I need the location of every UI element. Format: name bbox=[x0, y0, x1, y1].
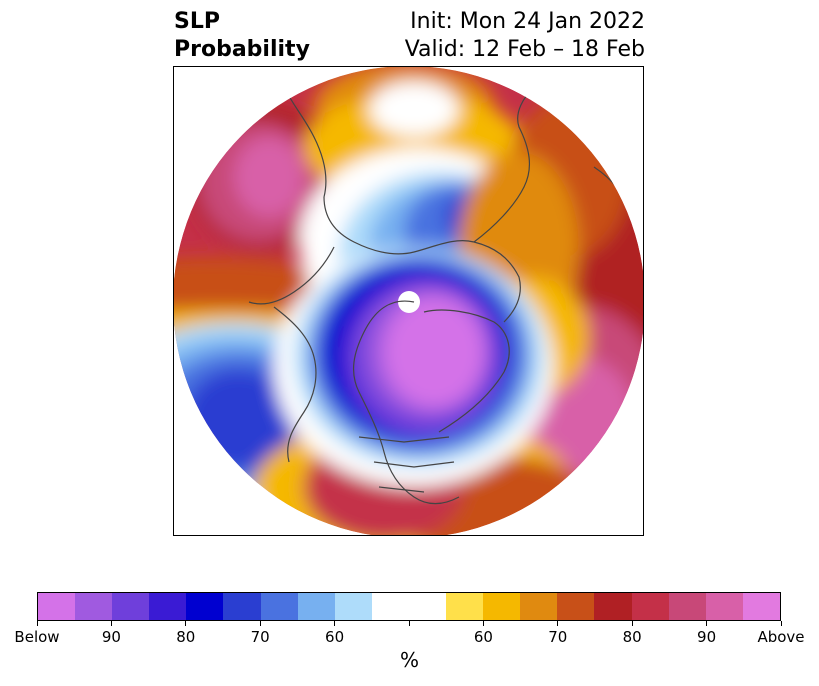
us-borders bbox=[358, 436, 455, 493]
hudson-greenland-coast bbox=[423, 309, 510, 433]
title-variable: SLP bbox=[174, 9, 220, 34]
colorbar-segment bbox=[668, 593, 706, 620]
north-america-coast bbox=[353, 300, 460, 505]
init-date: Init: Mon 24 Jan 2022 bbox=[410, 9, 645, 34]
colorbar-segment bbox=[260, 593, 298, 620]
colorbar-tick-label: Above bbox=[757, 628, 805, 646]
colorbar-tick bbox=[557, 621, 559, 626]
colorbar-segment bbox=[223, 593, 261, 620]
colorbar-segment bbox=[112, 593, 150, 620]
colorbar-segment bbox=[75, 593, 113, 620]
colorbar-segment bbox=[705, 593, 743, 620]
colorbar-tick-label: 60 bbox=[473, 628, 493, 646]
colorbar-tick bbox=[482, 621, 484, 626]
colorbar-tick-label: 80 bbox=[622, 628, 642, 646]
coastlines bbox=[248, 86, 630, 505]
colorbar-segment bbox=[483, 593, 521, 620]
colorbar-tick-label: 90 bbox=[697, 628, 717, 646]
colorbar bbox=[37, 592, 781, 621]
valid-range: Valid: 12 Feb – 18 Feb bbox=[404, 37, 645, 62]
polar-map bbox=[174, 67, 643, 535]
pole-hole bbox=[398, 291, 420, 313]
chart-title-right: Init: Mon 24 Jan 2022 Valid: 12 Feb – 18… bbox=[405, 8, 645, 64]
colorbar-segment bbox=[557, 593, 595, 620]
east-asia-coast bbox=[273, 306, 317, 463]
colorbar-units: % bbox=[399, 648, 419, 672]
colorbar-segment bbox=[446, 593, 484, 620]
colorbar-segment bbox=[186, 593, 224, 620]
arctic-cap-white bbox=[369, 81, 459, 137]
colorbar-ticks: Below 90 80 70 60 60 70 80 90 Above bbox=[14, 621, 805, 661]
colorbar-segment bbox=[520, 593, 558, 620]
colorbar-segment bbox=[594, 593, 632, 620]
colorbar-tick bbox=[334, 621, 336, 626]
greenland-coast bbox=[473, 241, 521, 323]
colorbar-tick bbox=[706, 621, 708, 626]
alaska-coast bbox=[248, 246, 335, 305]
colorbar-tick-label: Below bbox=[14, 628, 60, 646]
colorbar-tick-label: 70 bbox=[548, 628, 568, 646]
scandinavia-coast bbox=[473, 86, 535, 243]
colorbar-tick bbox=[408, 621, 410, 626]
north-america-below-max bbox=[384, 297, 484, 407]
colorbar-segment bbox=[297, 593, 335, 620]
siberia-coast bbox=[323, 196, 475, 255]
chart-title-left: SLP Probability bbox=[174, 8, 310, 64]
east-siberia-coast bbox=[283, 86, 327, 198]
colorbar-segment bbox=[631, 593, 669, 620]
colorbar-tick bbox=[36, 621, 38, 626]
colorbar-segment bbox=[149, 593, 187, 620]
colorbar-tick-label: 60 bbox=[325, 628, 345, 646]
colorbar-tick-label: 90 bbox=[101, 628, 121, 646]
map-panel bbox=[173, 66, 644, 536]
colorbar-tick bbox=[631, 621, 633, 626]
colorbar-segment bbox=[408, 593, 447, 620]
colorbar-tick bbox=[110, 621, 112, 626]
colorbar-segment bbox=[742, 593, 780, 620]
colorbar-tick bbox=[185, 621, 187, 626]
colorbar-tick bbox=[259, 621, 261, 626]
colorbar-tick-label: 70 bbox=[250, 628, 270, 646]
colorbar-segment bbox=[334, 593, 372, 620]
pacific-above-95 bbox=[234, 137, 304, 217]
title-quantity: Probability bbox=[174, 37, 310, 62]
colorbar-segment bbox=[371, 593, 409, 620]
colorbar-tick bbox=[780, 621, 782, 626]
colorbar-tick-label: 80 bbox=[176, 628, 196, 646]
colorbar-segment bbox=[38, 593, 76, 620]
